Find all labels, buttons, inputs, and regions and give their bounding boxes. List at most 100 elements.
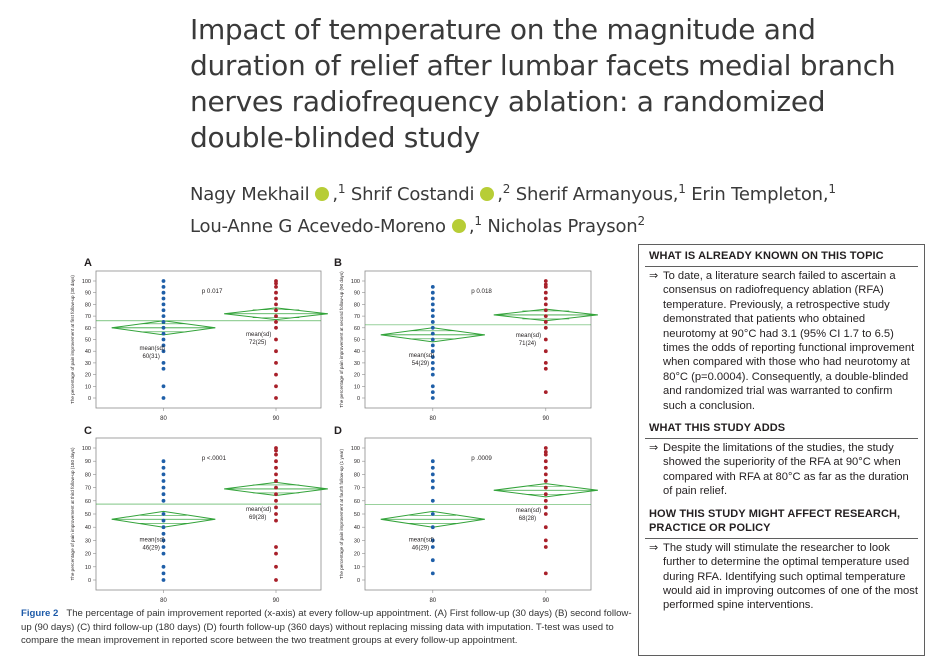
mean-sd-value: 54(29) [412,361,429,367]
caption-text: The percentage of pain improvement repor… [21,608,632,647]
data-point [543,320,548,324]
data-point [274,578,278,582]
orcid-icon[interactable] [451,219,466,233]
data-point [274,372,278,377]
data-point [543,308,548,313]
data-point [161,492,166,497]
mean-sd-value: 71(24) [519,341,536,347]
y-tick-label: 80 [354,302,360,308]
x-tick-label: 90 [542,416,549,422]
x-tick-label: 80 [429,416,436,422]
affiliation-marker: 1 [474,214,482,228]
data-point [430,349,435,354]
y-axis-label: The percentage of pain improvement at se… [339,271,344,408]
affiliation-marker: 1 [337,182,346,196]
data-point [430,325,435,330]
y-tick-label: 50 [85,512,91,518]
panel-letter: D [334,425,342,437]
data-point [543,459,548,464]
data-point [161,349,166,354]
data-point [274,281,278,286]
data-point [161,396,166,400]
data-point [161,518,166,523]
data-point [430,343,435,348]
data-point [543,361,548,365]
mean-sd-label: mean(sd) [409,353,434,359]
author-separator: , [468,216,475,237]
data-point [161,366,166,371]
orcid-icon[interactable] [315,187,330,201]
data-point [274,551,278,556]
data-point [274,545,278,549]
y-tick-label: 10 [354,565,360,571]
data-point [543,525,548,530]
data-point [274,396,278,400]
data-point [430,558,435,563]
y-tick-label: 10 [85,384,91,390]
y-tick-label: 60 [85,326,91,332]
key-messages-box: WHAT IS ALREADY KNOWN ON THIS TOPIC ⇒ To… [638,244,925,656]
author-separator: , [332,184,338,205]
y-tick-label: 100 [82,446,91,452]
data-point [274,446,278,450]
data-point [430,545,435,549]
data-point [543,284,548,289]
data-point [430,290,435,295]
data-point [161,479,166,483]
data-point [274,448,278,453]
data-point [430,390,435,395]
arrow-icon: ⇒ [649,442,659,455]
x-tick-label: 80 [160,598,167,604]
x-tick-label: 90 [273,416,280,422]
y-tick-label: 70 [85,486,91,492]
affiliation-marker: 2 [637,214,645,228]
data-point [430,366,435,371]
data-point [274,296,278,301]
data-point [161,485,166,490]
data-point [430,571,435,576]
y-axis-label: The percentage of pain improvement at th… [70,447,75,581]
data-point [161,531,166,536]
arrow-icon: ⇒ [649,541,659,554]
data-point [543,302,548,307]
data-point [161,343,166,348]
section-divider [645,537,918,539]
data-point [161,320,166,324]
p-value-label: p 0.017 [202,288,223,295]
data-point [430,331,435,336]
data-point [161,296,166,301]
list-item: ⇒ To date, a literature search failed to… [645,269,918,413]
item-text: Despite the limitations of the studies, … [663,442,909,498]
data-point [430,302,435,307]
y-tick-label: 100 [351,279,360,285]
mean-sd-value: 69(28) [249,515,266,521]
y-tick-label: 60 [85,499,91,505]
y-tick-label: 30 [85,538,91,544]
data-point [543,279,548,283]
figure-2: A 0 10 20 30 40 50 60 70 80 90 100 80 90 The percentag… [70,257,598,604]
data-point [430,337,435,342]
data-point [543,492,548,497]
data-point [161,279,166,283]
data-point [161,472,166,477]
known-section: WHAT IS ALREADY KNOWN ON THIS TOPIC ⇒ To… [645,249,918,413]
data-point [430,396,435,400]
data-point [274,308,278,313]
data-point [161,578,166,582]
y-tick-label: 70 [354,314,360,320]
data-point [161,384,166,389]
y-tick-label: 50 [354,512,360,518]
data-point [161,525,166,530]
data-point [543,538,548,543]
y-tick-label: 10 [85,565,91,571]
y-tick-label: 80 [85,472,91,478]
data-point [543,366,548,371]
title-line: nerves radiofrequency ablation: a random… [190,85,826,118]
section-heading: WHAT THIS STUDY ADDS [649,422,786,435]
orcid-icon[interactable] [480,187,495,201]
author-name: Lou-Anne G Acevedo-Moreno [190,216,446,237]
y-tick-label: 40 [85,349,91,355]
y-tick-label: 90 [85,291,91,297]
data-point [274,384,278,389]
data-point [274,498,278,503]
